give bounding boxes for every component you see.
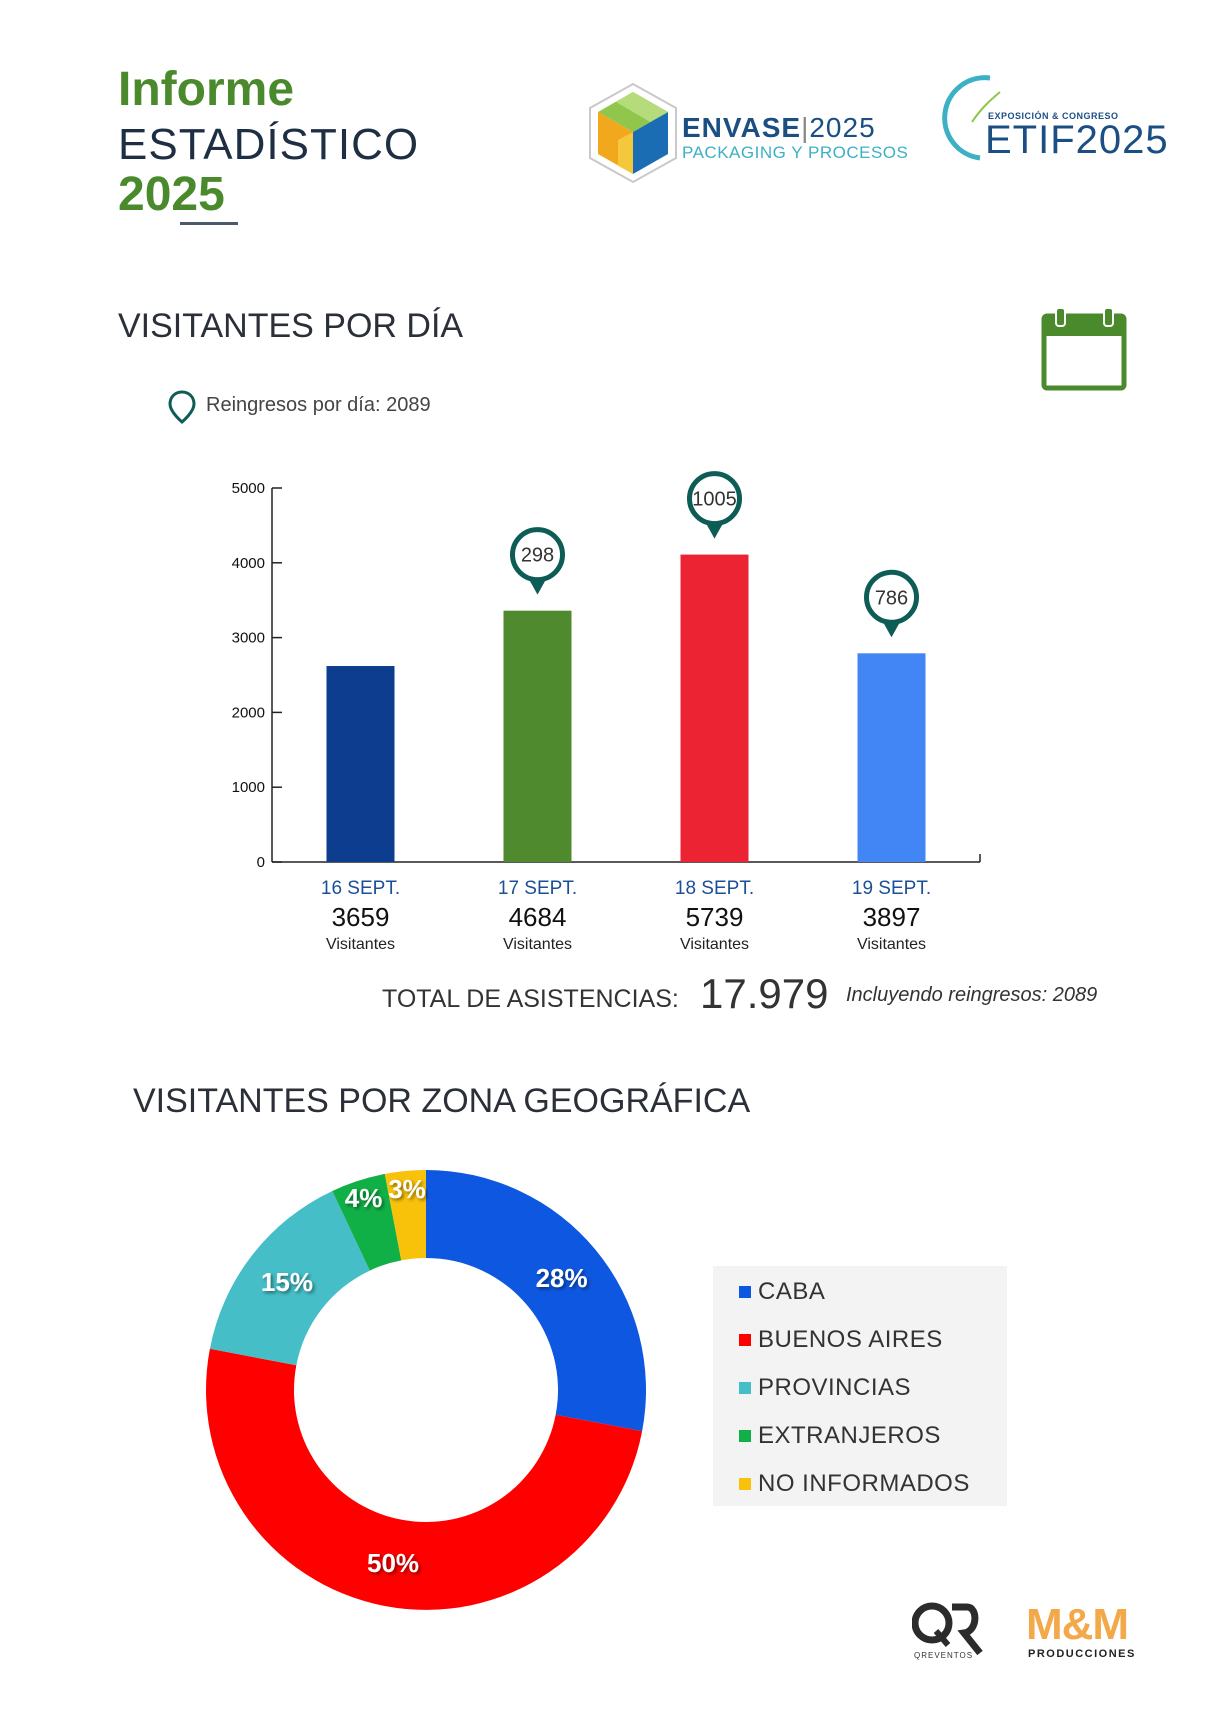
envase-year: 2025 [809, 112, 876, 143]
location-pin-icon [168, 390, 196, 424]
geo-legend: CABA BUENOS AIRES PROVINCIAS EXTRANJEROS NO … [713, 1266, 1007, 1506]
bar [680, 554, 749, 862]
section-title-geo: VISITANTES POR ZONA GEOGRÁFICA [133, 1082, 751, 1120]
y-tick-label: 5000 [232, 480, 265, 497]
day-total-label: 4684 [509, 902, 567, 932]
geo-donut-chart: 28% 50% 15% 4% 3% [206, 1170, 646, 1610]
bar [326, 666, 395, 862]
etif-arc-logo [942, 75, 1001, 161]
envase-subtitle: PACKAGING Y PROCESOS [682, 143, 909, 162]
bar-annotation-label: 298 [521, 545, 554, 567]
total-attendance-value: 17.979 [700, 970, 829, 1017]
y-tick-label: 2000 [232, 704, 265, 721]
qreventos-text: QREVENTOS [914, 1651, 974, 1660]
donut-slice [209, 1190, 370, 1366]
bar-annotation-label: 1005 [692, 489, 737, 511]
x-tick-label: 19 SEPT. [852, 878, 931, 899]
reentries-label: Reingresos por día: 2089 [206, 394, 431, 416]
legend-label: CABA [758, 1278, 826, 1305]
donut-slice-label: 50% [367, 1548, 419, 1578]
pin-circle [687, 471, 742, 527]
legend-swatch [739, 1430, 751, 1442]
day-total-label: 3897 [863, 902, 921, 932]
etif-tagline: EXPOSICIÓN & CONGRESO [988, 111, 1119, 121]
day-total-label: 5739 [686, 902, 744, 932]
legend-swatch [739, 1478, 751, 1490]
bar-annotation-pin: 1005 [687, 471, 742, 539]
bar-annotation-label: 786 [875, 587, 908, 609]
etif-title: ETIF2025 [985, 118, 1169, 162]
bar-annotation-pin: 786 [864, 569, 919, 638]
legend-swatch [739, 1334, 751, 1346]
legend-swatch [739, 1286, 751, 1298]
y-tick-label: 4000 [232, 555, 265, 572]
envase-logo-text: ENVASE|2025 [682, 112, 876, 144]
x-tick-label: 16 SEPT. [321, 878, 400, 899]
y-tick-label: 1000 [232, 779, 265, 796]
legend-label: NO INFORMADOS [758, 1470, 970, 1497]
pin-circle [864, 569, 919, 625]
day-unit-label: Visitantes [503, 936, 572, 953]
total-attendance-note: Incluyendo reingresos: 2089 [846, 984, 1098, 1006]
bar [857, 653, 926, 862]
donut-slice-label: 15% [261, 1267, 313, 1297]
y-tick-label: 3000 [232, 630, 265, 647]
day-unit-label: Visitantes [326, 936, 395, 953]
envase-word: ENVASE [682, 112, 802, 143]
bar-annotation-pin: 298 [510, 527, 565, 595]
legend-swatch [739, 1382, 751, 1394]
section-title-daily: VISITANTES POR DÍA [118, 307, 464, 345]
y-tick-label: 0 [257, 854, 265, 871]
x-tick-label: 18 SEPT. [675, 878, 754, 899]
donut-slice-label: 4% [345, 1183, 383, 1213]
daily-visitors-bar-chart: 0 1000 2000 3000 4000 5000 298 1005 786 16 SEPT… [232, 471, 981, 953]
x-tick-label: 17 SEPT. [498, 878, 577, 899]
report-title: Informe [118, 63, 295, 116]
bar [503, 610, 572, 862]
legend-label: PROVINCIAS [758, 1374, 912, 1401]
calendar-icon [1041, 307, 1127, 391]
envase-separator: | [801, 112, 810, 143]
mm-subtitle: PRODUCCIONES [1028, 1648, 1136, 1660]
pin-circle [510, 527, 565, 583]
day-unit-label: Visitantes [857, 936, 926, 953]
total-attendance-label: TOTAL DE ASISTENCIAS: [382, 985, 679, 1013]
report-year: 2025 [118, 168, 225, 221]
donut-slice-label: 3% [388, 1174, 426, 1204]
day-total-label: 3659 [332, 902, 390, 932]
donut-slice-label: 28% [536, 1263, 588, 1293]
donut-slice [332, 1173, 402, 1271]
envase-cube-logo [589, 82, 677, 184]
day-unit-label: Visitantes [680, 936, 749, 953]
legend-label: EXTRANJEROS [758, 1422, 941, 1449]
qreventos-logo [912, 1602, 983, 1656]
donut-slice [206, 1348, 643, 1610]
donut-slice [426, 1170, 646, 1432]
legend-label: BUENOS AIRES [758, 1326, 943, 1353]
report-subtitle: ESTADÍSTICO [118, 120, 420, 169]
title-underline [180, 222, 238, 225]
donut-slice [384, 1170, 426, 1261]
mm-logo: M&M [1026, 1600, 1129, 1649]
